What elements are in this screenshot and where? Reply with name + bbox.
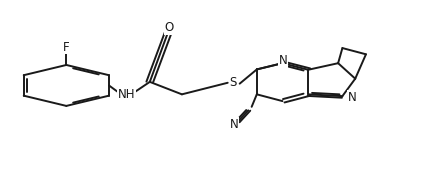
Text: F: F (63, 41, 70, 54)
Text: S: S (229, 76, 237, 89)
Text: N: N (348, 91, 356, 104)
Text: O: O (164, 21, 174, 34)
Text: N: N (230, 117, 238, 131)
Text: NH: NH (118, 88, 135, 101)
Text: N: N (279, 54, 288, 67)
